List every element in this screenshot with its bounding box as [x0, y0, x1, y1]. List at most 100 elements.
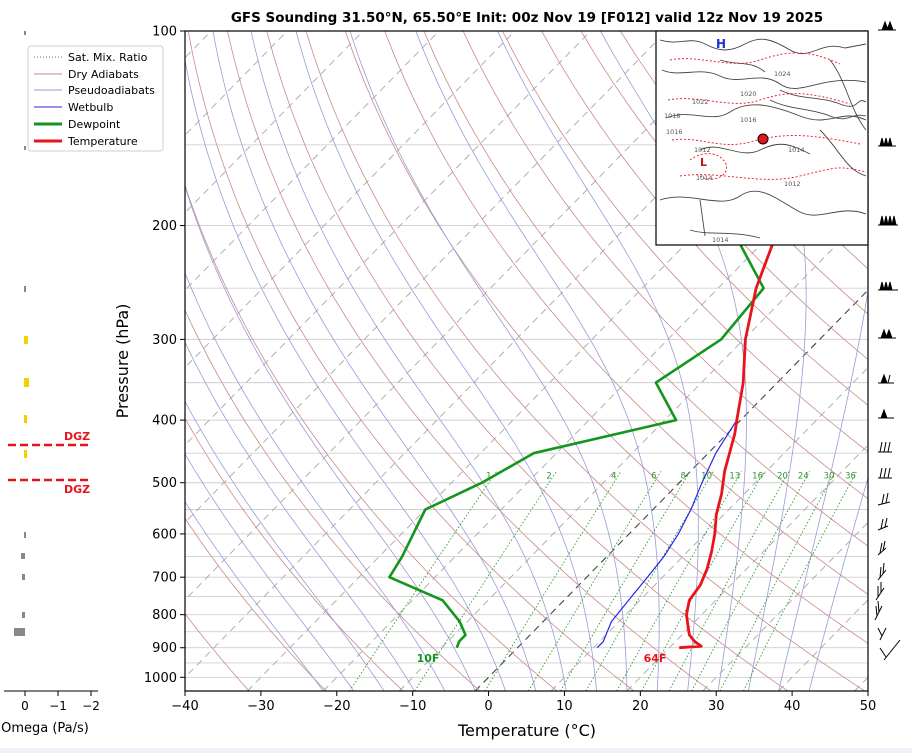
y-tick-label: 200 [152, 219, 177, 234]
wind-barb [878, 20, 896, 31]
y-tick-label: 700 [152, 571, 177, 586]
isotherm-line [185, 31, 516, 369]
pseudoadiabat-line [415, 31, 660, 691]
contour-label: 1018 [664, 112, 681, 120]
pseudoadiabat-line [185, 58, 506, 691]
dry-adiabat-line [227, 31, 712, 691]
mixing-ratio-label: 2 [546, 472, 551, 482]
pseudoadiabat-line [185, 453, 355, 691]
mixing-ratio-label: 10 [701, 472, 712, 482]
mixing-ratio-label: 13 [729, 472, 740, 482]
pseudoadiabat-line [600, 31, 747, 691]
contour-label: 1014 [712, 236, 729, 244]
mixing-ratio-label: 8 [680, 472, 685, 482]
x-tick-label: 20 [632, 699, 649, 714]
surface-temperature-label: 64F [644, 652, 667, 665]
dry-adiabat-line [266, 31, 789, 691]
sounding-location-marker [757, 133, 769, 145]
mixing-ratio-label: 30 [824, 472, 835, 482]
contour-label: 1012 [784, 180, 801, 188]
omega-bar [21, 553, 25, 559]
legend-label-dewpoint: Dewpoint [68, 118, 121, 131]
wind-barb [878, 137, 896, 147]
wind-barb [878, 215, 898, 226]
pseudoadiabat-line [185, 271, 446, 691]
x-tick-label: 40 [784, 699, 801, 714]
contour-label: 1024 [774, 70, 791, 78]
omega-tick-label: 0 [21, 699, 29, 713]
isotherm-line [185, 31, 743, 601]
mixing-ratio-label: 16 [752, 472, 763, 482]
inset-map-low-label: L [700, 156, 707, 169]
inset-map-contour-labels: 1022 1020 1024 1018 1016 1012 1014 1014 … [664, 70, 805, 244]
mixing-ratio-line [528, 471, 662, 691]
pseudoadiabat-line [185, 400, 385, 691]
x-tick-label: −40 [171, 699, 198, 714]
pseudoadiabat-line [295, 31, 597, 691]
pseudoadiabat-line [185, 185, 476, 691]
y-tick-label: 1000 [144, 671, 177, 686]
x-tick-label: 50 [860, 699, 877, 714]
legend-label-temperature: Temperature [67, 135, 138, 148]
mixing-ratio-line [616, 471, 742, 691]
mixing-ratio-line [414, 471, 557, 691]
legend-label-mix-ratio: Sat. Mix. Ratio [68, 51, 148, 64]
pseudoadiabat-line [497, 31, 699, 691]
contour-label: 1014 [788, 146, 805, 154]
dgz-bottom-label: DGZ [64, 483, 90, 496]
wind-barb [878, 281, 898, 291]
x-axis-label: Temperature (°C) [457, 721, 596, 740]
mixing-ratio-line [560, 471, 691, 691]
omega-panel: 0 −1 −2 Omega (Pa/s) DGZ DGZ [1, 31, 100, 736]
chart-title: GFS Sounding 31.50°N, 65.50°E Init: 00z … [231, 10, 823, 26]
legend-label-pseudoadiabats: Pseudoadiabats [68, 84, 155, 97]
mixing-ratio-line [743, 471, 857, 691]
legend: Sat. Mix. Ratio Dry Adiabats Pseudoadiab… [27, 45, 164, 152]
dry-adiabat-line [580, 31, 868, 360]
omega-bar [24, 450, 27, 458]
inset-map-high-label: H [716, 37, 726, 51]
omega-bar [24, 286, 26, 292]
dry-adiabat-line [187, 31, 635, 691]
contour-label: 1012 [694, 146, 711, 154]
omega-bar [24, 336, 28, 344]
mixing-ratio-label: 4 [611, 472, 616, 482]
inset-map-coastlines [659, 38, 867, 239]
inset-map: H L 1022 1020 1024 1018 1016 1012 1014 1… [655, 30, 869, 246]
omega-bar [24, 146, 26, 150]
x-tick-label: −30 [247, 699, 274, 714]
omega-tick-label: −1 [49, 699, 67, 713]
x-tick-label: 0 [484, 699, 492, 714]
x-tick-label: −20 [323, 699, 350, 714]
isotherm-line [185, 31, 364, 214]
dry-adiabat-line [185, 184, 558, 691]
y-tick-label: 300 [152, 333, 177, 348]
omega-tick-label: −2 [82, 699, 100, 713]
wind-barb [877, 517, 889, 531]
dgz-top-label: DGZ [64, 430, 90, 443]
dry-adiabat-line [185, 417, 404, 691]
omega-bar [22, 574, 25, 580]
y-tick-label: 500 [152, 476, 177, 491]
dry-adiabat-line [541, 31, 868, 406]
contour-label: 1016 [666, 128, 683, 136]
dry-adiabat-line [462, 31, 868, 500]
dry-adiabat-line [502, 31, 868, 453]
pseudoadiabat-line [250, 31, 567, 691]
inset-map-isobars [667, 52, 867, 180]
mixing-ratio-label: 36 [845, 472, 856, 482]
contour-label: 1016 [740, 116, 757, 124]
mixing-ratio-line [668, 471, 790, 691]
y-tick-label: 800 [152, 608, 177, 623]
page-footer-bar [0, 748, 912, 753]
wind-barb [878, 328, 896, 339]
pseudoadiabat-line [728, 31, 807, 691]
omega-bar [14, 628, 25, 636]
dry-adiabat-line [895, 31, 912, 691]
mixing-ratio-labels: 1 2 4 6 8 10 13 16 20 24 30 36 [486, 472, 856, 482]
contour-label: 1014 [696, 174, 713, 182]
y-axis-ticks: 100 200 300 400 500 600 700 800 900 1000 [144, 25, 185, 686]
wind-barb [878, 441, 892, 453]
y-tick-label: 900 [152, 641, 177, 656]
